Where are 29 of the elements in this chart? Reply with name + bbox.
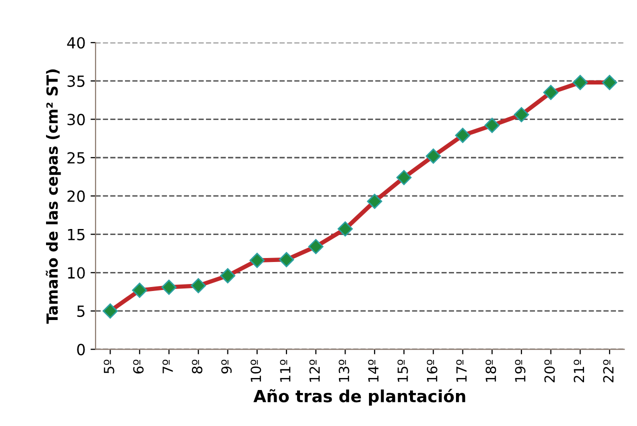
- y-tick-label: 30: [68, 114, 85, 126]
- x-tick-label: 10º: [250, 360, 262, 382]
- x-tick-label: 20º: [544, 360, 555, 382]
- y-axis-title: Tamaño de las cepas (cm² ST): [46, 69, 61, 324]
- x-axis-title: Año tras de plantación: [253, 388, 466, 406]
- x-tick-label: 14º: [368, 360, 378, 382]
- x-tick-label: 8º: [192, 360, 202, 374]
- x-tick-label: 12º: [309, 360, 320, 382]
- y-tick-label: 40: [67, 37, 85, 49]
- x-tick-label: 17º: [456, 360, 467, 382]
- y-tick-label: 10: [68, 267, 85, 279]
- y-tick-label: 35: [68, 75, 84, 87]
- x-tick-label: 6º: [133, 360, 144, 374]
- x-tick-label: 11º: [280, 360, 290, 382]
- x-tick-label: 13º: [338, 360, 350, 382]
- x-tick-label: 21º: [574, 360, 584, 382]
- y-tick-label: 0: [77, 344, 85, 356]
- y-tick-label: 20: [68, 190, 85, 202]
- y-tick-label: 15: [68, 228, 84, 240]
- y-tick-label: 5: [77, 306, 84, 317]
- x-tick-label: 15º: [397, 360, 408, 382]
- x-tick-label: 22º: [603, 360, 614, 382]
- x-tick-label: 18º: [486, 360, 496, 382]
- x-tick-label: 7º: [162, 360, 173, 374]
- x-tick-label: 9º: [221, 360, 232, 374]
- x-tick-label: 5º: [104, 360, 114, 374]
- y-tick-label: 25: [68, 152, 84, 164]
- x-tick-label: 16º: [426, 360, 438, 382]
- x-tick-label: 19º: [514, 360, 526, 382]
